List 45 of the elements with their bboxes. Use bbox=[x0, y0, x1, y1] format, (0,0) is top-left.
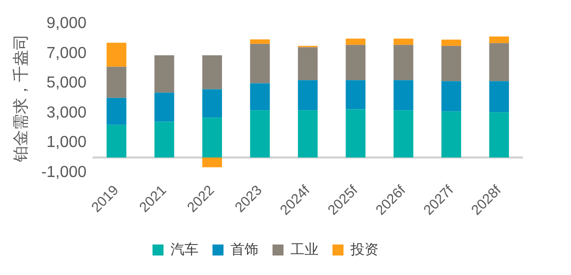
bar bbox=[202, 89, 222, 118]
bar bbox=[346, 109, 366, 158]
bar bbox=[489, 81, 509, 112]
bar bbox=[250, 83, 270, 110]
bar bbox=[154, 122, 174, 158]
bar bbox=[346, 80, 366, 110]
bar bbox=[489, 112, 509, 158]
y-axis-title: 铂金需求，千盎司 bbox=[12, 34, 30, 163]
bar bbox=[441, 46, 462, 82]
legend-label: 投资 bbox=[350, 240, 378, 257]
bar bbox=[394, 38, 414, 45]
bar bbox=[298, 110, 318, 158]
bar bbox=[250, 44, 270, 84]
bar bbox=[489, 36, 509, 44]
bar bbox=[250, 110, 270, 158]
bar bbox=[298, 47, 318, 80]
bar bbox=[441, 40, 462, 46]
bar bbox=[106, 98, 126, 125]
bar bbox=[106, 124, 126, 158]
bar bbox=[250, 39, 270, 44]
y-tick-label: 3,000 bbox=[46, 104, 87, 122]
bar bbox=[441, 111, 462, 158]
y-tick-label: -1,000 bbox=[41, 164, 87, 181]
bar bbox=[346, 44, 366, 80]
bar bbox=[154, 92, 174, 122]
bar bbox=[394, 80, 414, 110]
bar bbox=[394, 44, 414, 80]
legend-label: 工业 bbox=[290, 240, 318, 257]
y-tick-label: 1,000 bbox=[46, 134, 87, 152]
bar bbox=[202, 55, 222, 90]
bar bbox=[394, 110, 414, 158]
bar bbox=[202, 118, 222, 158]
y-tick-label: 5,000 bbox=[46, 74, 87, 92]
bar bbox=[489, 43, 509, 82]
bar bbox=[298, 80, 318, 110]
legend-label: 首饰 bbox=[230, 240, 258, 257]
bar bbox=[154, 55, 174, 93]
bar bbox=[441, 81, 462, 112]
y-tick-label: 9,000 bbox=[46, 15, 87, 32]
bar bbox=[106, 42, 126, 67]
bar bbox=[346, 38, 366, 45]
bar bbox=[202, 157, 222, 168]
bar bbox=[106, 66, 126, 98]
legend-label: 汽车 bbox=[170, 240, 198, 257]
y-tick-label: 7,000 bbox=[46, 44, 87, 62]
